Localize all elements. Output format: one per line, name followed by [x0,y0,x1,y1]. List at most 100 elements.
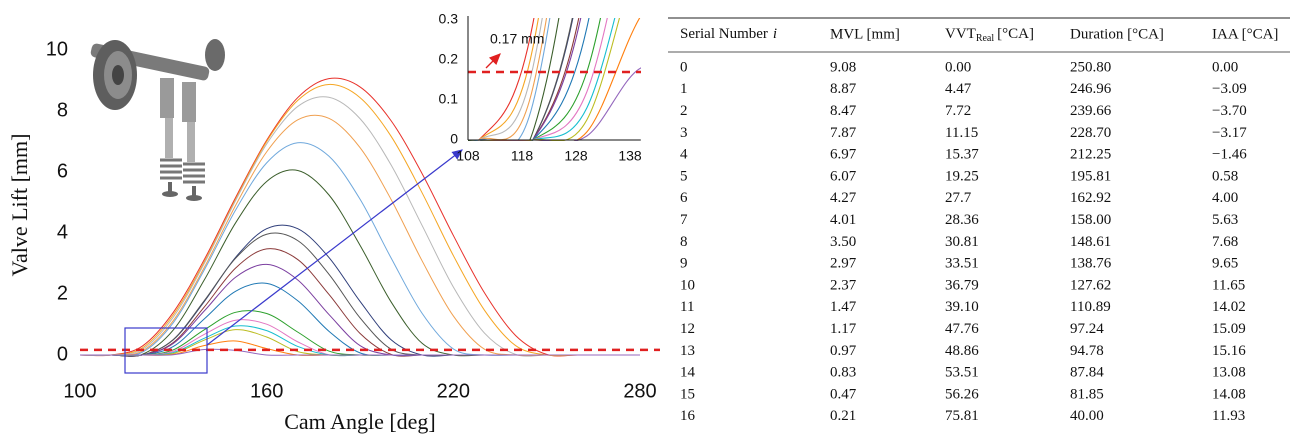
table-cell: 9 [680,256,688,272]
y-tick-label: 4 [57,221,68,243]
column-header: MVL [mm] [830,26,900,42]
table-cell: 7.68 [1212,234,1238,250]
main-chart: 0 2 4 6 8 10 100 160 220 280 [46,38,660,402]
table-cell: 1.47 [830,299,857,315]
camshaft-illustration [90,39,225,201]
table-cell: 15.09 [1212,321,1246,337]
y-tick-label: 0.2 [439,51,459,67]
table-cell: −3.17 [1212,125,1247,141]
table-cell: 94.78 [1070,343,1104,359]
table-cell: 14 [680,365,696,381]
header-variable: i [773,26,777,42]
table-cell: 12 [680,321,695,337]
table-cell: 1.17 [830,321,857,337]
table-cell: 4.27 [830,190,857,206]
table-cell: 2 [680,103,688,119]
zoom-box [124,327,208,374]
x-axis-title: Cam Angle [deg] [284,409,436,434]
lift-curve [468,18,641,141]
table-cell: 246.96 [1070,81,1112,97]
table-cell: 0.83 [830,365,856,381]
plot-area [468,18,641,141]
plot-area [80,77,660,357]
inset-chart: 0 0.1 0.2 0.3 108 118 128 138 0.17 mm [439,11,642,164]
header-text: VVT [945,26,976,42]
lift-curve [468,18,621,141]
table-cell: 7 [680,212,688,228]
x-tick-label: 160 [250,380,283,402]
header-subscript: Real [976,33,995,44]
table-cell: 9.08 [830,59,856,75]
y-tick-label: 0.3 [439,11,459,27]
table-cell: 4 [680,147,688,163]
table-cell: 7.72 [945,103,971,119]
table-cell: 6.07 [830,168,857,184]
x-tick-label: 280 [623,380,656,402]
table-cell: 212.25 [1070,147,1111,163]
table: Serial Number i MVL [mm] VVTReal [°CA] Dur… [668,17,1290,424]
x-tick-label: 128 [564,148,588,164]
table-cell: 0.00 [945,59,971,75]
lift-curve [468,18,602,141]
table-cell: 239.66 [1070,103,1112,119]
column-header: Duration [°CA] [1070,26,1164,42]
table-cell: 250.80 [1070,59,1111,75]
y-axis-title: Valve Lift [mm] [7,134,32,277]
table-cell: 0.21 [830,408,856,424]
table-cell: 13 [680,343,695,359]
table-cell: 7.87 [830,125,857,141]
table-cell: 127.62 [1070,277,1111,293]
column-header: Serial Number i [680,26,777,42]
table-cell: 15.16 [1212,343,1246,359]
x-tick-label: 138 [618,148,642,164]
table-cell: 13.08 [1212,365,1246,381]
table-cell: 11.65 [1212,277,1245,293]
table-cell: 15 [680,386,695,402]
column-header: IAA [°CA] [1212,26,1278,42]
table-cell: 5.63 [1212,212,1238,228]
table-cell: 138.76 [1070,256,1112,272]
table-cell: 148.61 [1070,234,1111,250]
table-cell: 8.87 [830,81,857,97]
lift-curve [80,77,640,357]
annotation-arrow [485,53,501,69]
table-cell: 195.81 [1070,168,1111,184]
table-cell: 47.76 [945,321,979,337]
table-cell: 162.92 [1070,190,1111,206]
table-cell: 4.00 [1212,190,1238,206]
table-cell: 4.01 [830,212,856,228]
table-cell: 8.47 [830,103,857,119]
table-cell: 0.58 [1212,168,1238,184]
table-cell: 56.26 [945,386,979,402]
zoom-connector [206,149,463,346]
table-cell: 6 [680,190,688,206]
header-unit: [°CA] [997,26,1034,42]
table-cell: 2.37 [830,277,857,293]
table-cell: 30.81 [945,234,979,250]
y-tick-label: 10 [46,38,68,60]
table-cell: 4.47 [945,81,972,97]
table-cell: 11 [680,299,694,315]
y-tick-label: 0.1 [439,91,459,107]
table-cell: 19.25 [945,168,979,184]
table-cell: 40.00 [1070,408,1104,424]
lift-curve [468,18,608,141]
table-cell: 8 [680,234,688,250]
table-cell: 16 [680,408,696,424]
table-cell: 15.37 [945,147,979,163]
lift-curve [468,18,616,141]
x-tick-label: 108 [456,148,480,164]
table-cell: 11.15 [945,125,978,141]
table-cell: 53.51 [945,365,979,381]
table-cell: 39.10 [945,299,979,315]
table-cell: 36.79 [945,277,979,293]
table-cell: 3.50 [830,234,856,250]
lift-curve [468,67,641,141]
table-cell: −1.46 [1212,147,1247,163]
table-cell: 2.97 [830,256,857,272]
table-cell: 158.00 [1070,212,1111,228]
table-cell: 87.84 [1070,365,1104,381]
table-cell: 14.02 [1212,299,1246,315]
